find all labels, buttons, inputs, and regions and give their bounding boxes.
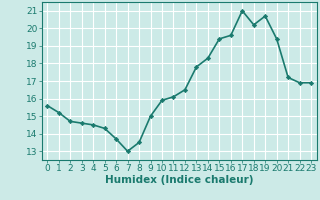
X-axis label: Humidex (Indice chaleur): Humidex (Indice chaleur) [105, 175, 253, 185]
